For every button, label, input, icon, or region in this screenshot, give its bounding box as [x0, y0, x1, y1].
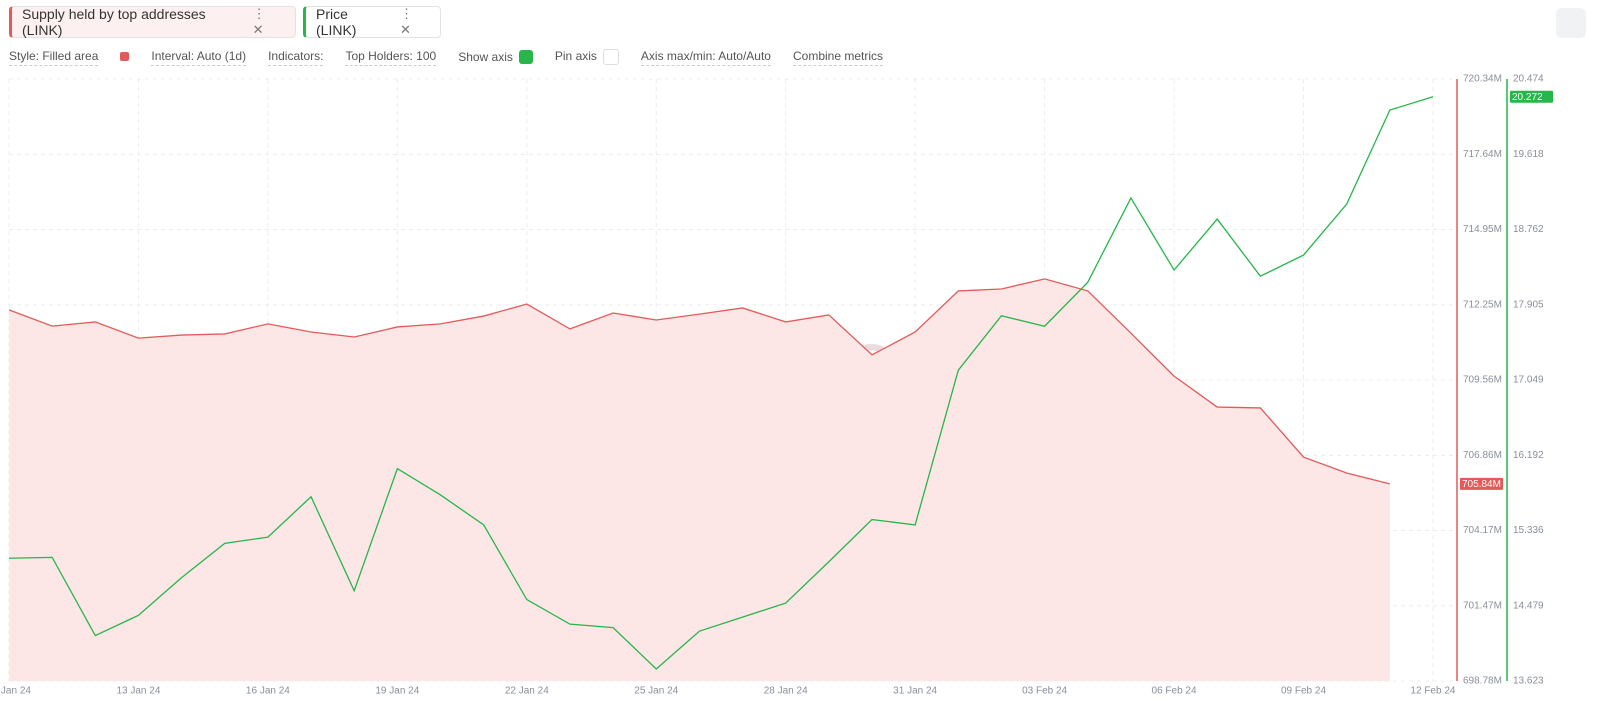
x-tick-label: 31 Jan 24: [893, 686, 937, 697]
y2-tick-label: 17.049: [1513, 375, 1544, 386]
y-tick-label: 709.56M: [1463, 375, 1502, 386]
area: [9, 278, 1390, 681]
y2-tick-label: 19.618: [1513, 149, 1544, 160]
x-tick-label: 12 Feb 24: [1410, 686, 1455, 697]
checkbox[interactable]: [518, 50, 533, 65]
y-tick-label: 717.64M: [1463, 149, 1502, 160]
tab-label: Supply held by top addresses (LINK): [22, 6, 206, 38]
x-tick-label: 13 Jan 24: [116, 686, 160, 697]
x-tick-label: 06 Feb 24: [1152, 686, 1197, 697]
combine-metrics[interactable]: Combine metrics: [792, 49, 884, 66]
pin-axis[interactable]: Pin axis: [555, 49, 619, 65]
y2-tick-label: 17.905: [1513, 299, 1544, 310]
color-select[interactable]: [120, 50, 130, 64]
y-tick-label: 698.78M: [1463, 676, 1502, 687]
show-axis-label: Show axis: [458, 49, 513, 64]
value-tag: [1460, 477, 1503, 490]
x-tick-label: 03 Feb 24: [1022, 686, 1067, 697]
pin-axis-label: Pin axis: [554, 49, 597, 64]
metric-tab[interactable]: Supply held by top addresses (LINK) ⋮ ✕: [9, 6, 296, 38]
value-tag-label: 20.272: [1512, 92, 1543, 103]
y2-tick-label: 18.762: [1513, 224, 1544, 235]
x-tick-label: 10 Jan 24: [0, 686, 31, 697]
settings-button[interactable]: [1556, 8, 1586, 38]
show-axis[interactable]: Show axis: [458, 50, 533, 65]
y-tick-label: 712.25M: [1463, 300, 1502, 311]
line: [8, 96, 1434, 670]
top-holders[interactable]: Top Holders: 100: [345, 49, 437, 66]
style-select[interactable]: Style: Filled area: [9, 49, 99, 66]
line: [8, 278, 1390, 485]
value-tag-label: 705.84M: [1462, 479, 1501, 490]
interval-select[interactable]: Interval: Auto (1d): [151, 49, 247, 66]
checkbox[interactable]: [602, 49, 619, 65]
close-icon[interactable]: ⋮ ✕: [399, 6, 421, 37]
x-tick-label: 22 Jan 24: [505, 686, 549, 697]
metric-tab[interactable]: Price (LINK) ⋮ ✕: [303, 6, 441, 38]
y-tick-label: 701.47M: [1463, 601, 1502, 612]
y-tick-label: 714.95M: [1463, 224, 1502, 235]
indicators-select[interactable]: Indicators:: [268, 49, 324, 66]
y2-tick-label: 13.623: [1513, 676, 1544, 687]
y-tick-label: 720.34M: [1463, 74, 1502, 85]
tab-label: Price (LINK): [316, 6, 357, 38]
axis-minmax[interactable]: Axis max/min: Auto/Auto: [640, 49, 771, 66]
x-tick-label: 09 Feb 24: [1281, 686, 1326, 697]
toolbar: Style: Filled area Interval: Auto (1d) I…: [9, 48, 884, 66]
y2-tick-label: 20.474: [1513, 74, 1544, 85]
value-tag: [1510, 90, 1553, 103]
y2-tick-label: 15.336: [1513, 525, 1544, 536]
close-icon[interactable]: ⋮ ✕: [252, 6, 273, 37]
x-tick-label: 19 Jan 24: [375, 686, 419, 697]
watermark: ·santiment·: [530, 309, 1010, 416]
x-tick-label: 28 Jan 24: [764, 686, 808, 697]
x-tick-label: 25 Jan 24: [634, 686, 678, 697]
y2-tick-label: 14.479: [1513, 600, 1544, 611]
y2-tick-label: 16.192: [1513, 450, 1544, 461]
y-tick-label: 704.17M: [1463, 525, 1502, 536]
x-tick-label: 16 Jan 24: [246, 686, 290, 697]
y-tick-label: 706.86M: [1463, 450, 1502, 461]
